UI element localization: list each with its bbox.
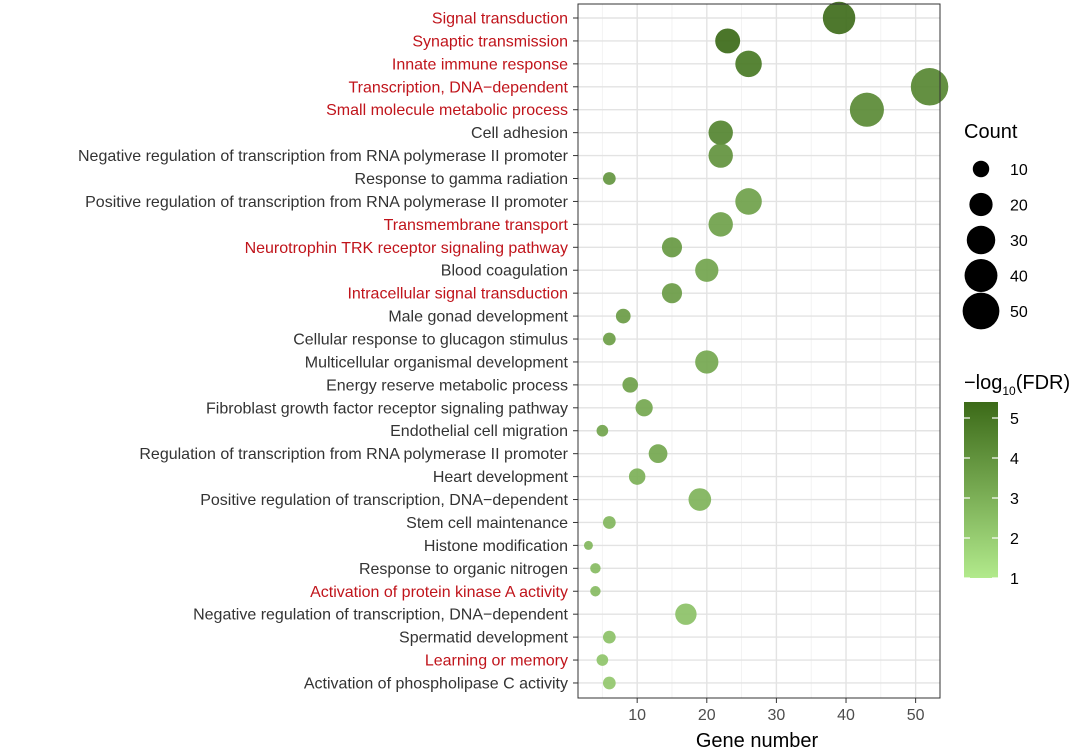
category-label: Energy reserve metabolic process (326, 377, 568, 394)
color-legend: −log10(FDR) 1 2 3 4 5 (964, 372, 1070, 588)
size-legend-label: 20 (1010, 198, 1028, 215)
size-legend-dot (964, 259, 998, 292)
size-legend-dot (969, 192, 993, 217)
size-legend: Count 10 20 30 40 50 (962, 121, 1028, 330)
plot-panel-border (577, 3, 941, 699)
size-legend-label: 50 (1010, 304, 1028, 321)
category-label: Cell adhesion (471, 125, 568, 142)
bubble (822, 1, 856, 35)
size-legend-dot (972, 160, 990, 178)
color-legend-label: 1 (1010, 571, 1019, 588)
bubble (602, 676, 616, 690)
color-bar (964, 402, 998, 578)
color-legend-title-suffix: (FDR) (1016, 372, 1070, 394)
category-label: Neurotrophin TRK receptor signaling path… (245, 240, 568, 257)
category-label: Stem cell maintenance (406, 515, 568, 532)
bubble (596, 654, 609, 666)
category-label: Heart development (433, 469, 569, 486)
x-axis-ticks: 10 20 30 40 50 (628, 698, 925, 724)
bubble (735, 50, 762, 78)
x-axis-title: Gene number (696, 730, 819, 751)
bubble (695, 350, 719, 374)
color-legend-label: 4 (1010, 451, 1019, 468)
bubble (735, 188, 762, 215)
bubble (688, 488, 712, 511)
category-labels: Signal transduction Synaptic transmission… (78, 11, 578, 692)
bubble (602, 516, 616, 529)
category-label: Cellular response to glucagon stimulus (293, 332, 568, 349)
x-tick-label: 50 (907, 707, 925, 724)
bubble (596, 424, 609, 437)
category-label: Endothelial cell migration (390, 423, 568, 440)
color-legend-label: 5 (1010, 411, 1019, 428)
category-label: Fibroblast growth factor receptor signal… (206, 400, 568, 417)
bubble (661, 237, 683, 258)
color-legend-label: 3 (1010, 491, 1019, 508)
category-label: Transcription, DNA−dependent (348, 79, 568, 96)
x-tick-label: 20 (698, 707, 716, 724)
color-legend-label: 2 (1010, 531, 1019, 548)
category-label: Response to organic nitrogen (359, 561, 568, 578)
category-label: Male gonad development (388, 309, 568, 326)
category-label: Blood coagulation (441, 263, 568, 280)
bubble (708, 212, 733, 237)
bubble (583, 540, 593, 550)
category-label: Activation of phospholipase C activity (304, 675, 568, 692)
color-legend-title: −log10(FDR) (964, 372, 1070, 398)
bubble (635, 399, 653, 417)
bubble (590, 563, 601, 574)
category-label: Multicellular organismal development (305, 354, 569, 371)
x-tick-label: 30 (768, 707, 786, 724)
bubble (675, 603, 697, 625)
bubble (622, 377, 639, 393)
bubble (708, 143, 733, 168)
category-label: Transmembrane transport (384, 217, 569, 234)
category-label: Learning or memory (425, 653, 568, 670)
bubble (615, 308, 631, 324)
category-label: Activation of protein kinase A activity (310, 584, 568, 601)
category-label: Negative regulation of transcription fro… (78, 148, 569, 165)
bubble (648, 444, 668, 464)
category-label: Regulation of transcription from RNA pol… (139, 446, 568, 463)
x-tick-label: 40 (837, 707, 855, 724)
bubble (695, 258, 719, 282)
category-label: Histone modification (424, 538, 568, 555)
bubble (661, 283, 683, 304)
category-label: Positive regulation of transcription fro… (85, 194, 569, 211)
size-legend-label: 30 (1010, 233, 1028, 250)
bubble (590, 586, 601, 597)
category-label: Negative regulation of transcription, DN… (193, 607, 568, 624)
category-label: Small molecule metabolic process (326, 102, 568, 119)
bubble (602, 172, 616, 185)
color-legend-title-sub: 10 (1002, 384, 1016, 398)
x-tick-label: 10 (628, 707, 646, 724)
category-label: Signal transduction (432, 11, 568, 28)
bubble (708, 120, 733, 145)
bubble (602, 332, 616, 346)
category-label: Innate immune response (392, 56, 568, 73)
size-legend-dot (962, 292, 1000, 330)
category-label: Intracellular signal transduction (347, 286, 568, 303)
data-bubbles (583, 1, 949, 690)
size-legend-label: 40 (1010, 269, 1028, 286)
size-legend-dot (966, 225, 996, 255)
category-label: Synaptic transmission (412, 33, 568, 50)
category-label: Response to gamma radiation (355, 171, 568, 188)
category-label: Spermatid development (399, 630, 569, 647)
size-legend-label: 10 (1010, 162, 1028, 179)
bubble (910, 68, 949, 106)
bubble (849, 92, 884, 127)
category-label: Positive regulation of transcription, DN… (200, 492, 568, 509)
size-legend-title: Count (964, 121, 1018, 143)
bubble (715, 28, 741, 54)
bubble (628, 468, 646, 485)
grid-lines (578, 4, 940, 698)
color-legend-title-prefix: −log (964, 372, 1002, 394)
bubble (602, 630, 616, 644)
